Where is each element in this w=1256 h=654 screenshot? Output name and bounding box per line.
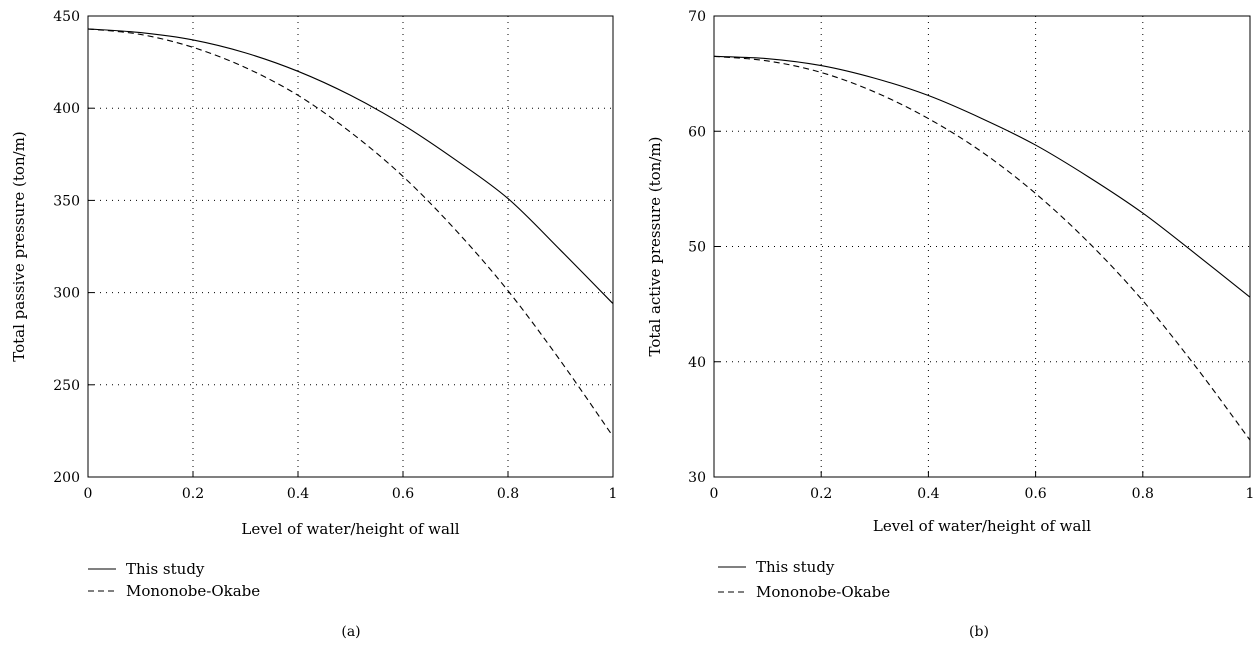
x-tick-label: 0.2 [810,486,832,502]
panel-label: (b) [969,624,989,640]
chart-panel-b: 0 0.2 0.4 0.6 0.8 1 30 40 50 60 70 Level of water/h… [646,9,1254,640]
x-tick-label: 0.6 [392,486,414,502]
x-tick-label: 0 [84,486,93,502]
y-tick-label: 50 [688,240,706,256]
chart-panel-a: 0 0.2 0.4 0.6 0.8 1 200 250 300 350 400 450 Level of… [10,9,617,640]
y-tick-label: 30 [688,470,706,486]
plot-frame [87,15,614,478]
y-tick-label: 250 [53,378,80,394]
x-tick-label: 1 [1246,486,1255,502]
x-axis-label: Level of water/height of wall [241,520,459,538]
y-tick-label: 40 [688,355,706,371]
y-tick-label: 350 [53,193,80,209]
x-tick-label: 0.2 [182,486,204,502]
legend-entry: Mononobe-Okabe [126,582,260,600]
y-tick-label: 300 [53,286,80,302]
legend-entry: This study [126,560,205,578]
y-tick-label: 70 [688,9,706,25]
x-tick-label: 0.4 [917,486,939,502]
y-tick-label: 60 [688,124,706,140]
y-axis-label: Total passive pressure (ton/m) [10,131,28,362]
x-axis-label: Level of water/height of wall [873,517,1091,535]
y-axis-label: Total active pressure (ton/m) [646,137,664,357]
series-line-mononobe-okabe [713,55,1251,441]
y-tick-label: 200 [53,470,80,486]
x-tick-label: 0.8 [1132,486,1154,502]
panel-label: (a) [341,624,360,640]
y-tick-label: 450 [53,9,80,25]
legend-entry: Mononobe-Okabe [756,583,890,601]
legend-entry: This study [756,558,835,576]
series-line-this-study [87,28,614,305]
x-tick-label: 0 [710,486,719,502]
x-tick-label: 1 [609,486,618,502]
x-tick-label: 0.4 [287,486,309,502]
series-line-this-study [713,55,1251,298]
x-tick-label: 0.6 [1024,486,1046,502]
series-line-mononobe-okabe [87,28,614,437]
plot-frame [713,15,1251,478]
x-tick-label: 0.8 [497,486,519,502]
y-tick-label: 400 [53,101,80,117]
